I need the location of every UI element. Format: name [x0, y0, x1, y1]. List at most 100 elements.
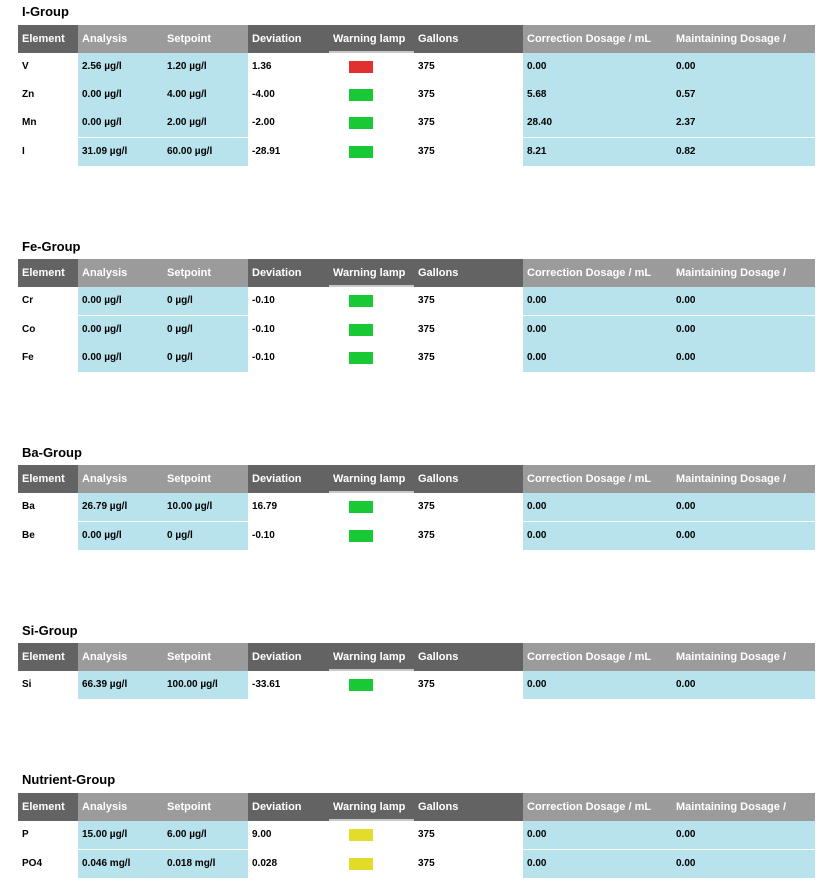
cell-maintaining-dosage: 0.00 [672, 821, 815, 849]
header-analysis: Analysis [78, 465, 163, 493]
cell-maintaining-dosage: 0.00 [672, 316, 815, 344]
header-element: Element [18, 25, 78, 53]
cell-maintaining-dosage: 0.00 [672, 53, 815, 81]
cell-setpoint: 1.20 µg/l [163, 53, 248, 81]
group-title: Si-Group [22, 623, 78, 638]
cell-element: Co [22, 324, 36, 335]
cell-gallons: 375 [418, 858, 435, 869]
cell-element: Zn [22, 89, 35, 100]
table-row: Fe 0.00 µg/l 0 µg/l -0.10 375 0.00 0.00 [18, 344, 815, 372]
cell-deviation: -0.10 [252, 324, 275, 335]
table-row: I 31.09 µg/l 60.00 µg/l -28.91 375 8.21 … [18, 138, 815, 166]
cell-correction-dosage: 0.00 [523, 316, 672, 344]
cell-warning-lamp [329, 287, 414, 315]
table-header: Element Analysis Setpoint Deviation Warn… [18, 25, 815, 53]
cell-element: PO4 [22, 858, 43, 869]
cell-setpoint: 4.00 µg/l [163, 81, 248, 109]
header-correction-dosage: Correction Dosage / mL [523, 465, 672, 493]
cell-maintaining-dosage: 0.00 [672, 287, 815, 315]
cell-setpoint: 0 µg/l [163, 522, 248, 550]
cell-deviation: 16.79 [252, 501, 278, 512]
cell-correction-dosage: 0.00 [523, 287, 672, 315]
header-deviation: Deviation [248, 793, 329, 821]
header-maintaining-dosage: Maintaining Dosage / [672, 259, 815, 287]
header-maintaining-dosage: Maintaining Dosage / [672, 25, 815, 53]
cell-maintaining-dosage: 0.00 [672, 850, 815, 878]
header-deviation: Deviation [248, 465, 329, 493]
group-title: Ba-Group [22, 445, 82, 460]
header-analysis: Analysis [78, 259, 163, 287]
header-deviation: Deviation [248, 25, 329, 53]
cell-setpoint: 60.00 µg/l [163, 138, 248, 166]
cell-warning-lamp [329, 671, 414, 699]
header-setpoint: Setpoint [163, 793, 248, 821]
cell-correction-dosage: 28.40 [523, 109, 672, 137]
cell-gallons: 375 [418, 295, 435, 306]
header-warning-lamp: Warning lamp [329, 643, 414, 671]
cell-setpoint: 2.00 µg/l [163, 109, 248, 137]
cell-element: Ba [22, 501, 35, 512]
cell-element: Mn [22, 117, 37, 128]
header-correction-dosage: Correction Dosage / mL [523, 259, 672, 287]
header-gallons: Gallons [414, 25, 523, 53]
cell-analysis: 31.09 µg/l [78, 138, 163, 166]
warning-lamp-indicator [349, 679, 373, 691]
cell-element: Si [22, 679, 32, 690]
cell-setpoint: 0 µg/l [163, 287, 248, 315]
cell-maintaining-dosage: 0.57 [672, 81, 815, 109]
header-element: Element [18, 793, 78, 821]
cell-analysis: 0.00 µg/l [78, 287, 163, 315]
cell-gallons: 375 [418, 117, 435, 128]
cell-maintaining-dosage: 0.00 [672, 671, 815, 699]
cell-warning-lamp [329, 522, 414, 550]
header-warning-lamp: Warning lamp [329, 793, 414, 821]
warning-lamp-indicator [349, 61, 373, 73]
cell-maintaining-dosage: 0.00 [672, 493, 815, 521]
warning-lamp-indicator [349, 324, 373, 336]
cell-warning-lamp [329, 53, 414, 81]
cell-gallons: 375 [418, 501, 435, 512]
cell-deviation: -0.10 [252, 352, 275, 363]
cell-correction-dosage: 0.00 [523, 821, 672, 849]
cell-gallons: 375 [418, 61, 435, 72]
cell-correction-dosage: 8.21 [523, 138, 672, 166]
header-deviation: Deviation [248, 259, 329, 287]
cell-correction-dosage: 0.00 [523, 850, 672, 878]
cell-analysis: 66.39 µg/l [78, 671, 163, 699]
table-header: Element Analysis Setpoint Deviation Warn… [18, 643, 815, 671]
warning-lamp-indicator [349, 530, 373, 542]
cell-analysis: 0.00 µg/l [78, 522, 163, 550]
cell-gallons: 375 [418, 530, 435, 541]
cell-gallons: 375 [418, 146, 435, 157]
warning-lamp-indicator [349, 146, 373, 158]
cell-correction-dosage: 0.00 [523, 493, 672, 521]
cell-warning-lamp [329, 821, 414, 849]
group-title: Fe-Group [22, 239, 81, 254]
cell-deviation: -2.00 [252, 117, 275, 128]
cell-setpoint: 0 µg/l [163, 344, 248, 372]
cell-setpoint: 6.00 µg/l [163, 821, 248, 849]
table-row: Mn 0.00 µg/l 2.00 µg/l -2.00 375 28.40 2… [18, 109, 815, 137]
cell-correction-dosage: 0.00 [523, 53, 672, 81]
header-element: Element [18, 259, 78, 287]
cell-warning-lamp [329, 344, 414, 372]
cell-element: P [22, 829, 29, 840]
cell-setpoint: 0 µg/l [163, 316, 248, 344]
header-maintaining-dosage: Maintaining Dosage / [672, 643, 815, 671]
header-warning-lamp: Warning lamp [329, 259, 414, 287]
header-gallons: Gallons [414, 643, 523, 671]
warning-lamp-indicator [349, 295, 373, 307]
cell-element: Fe [22, 352, 34, 363]
cell-deviation: 1.36 [252, 61, 272, 72]
cell-deviation: -28.91 [252, 146, 281, 157]
cell-element: V [22, 61, 29, 72]
header-warning-lamp: Warning lamp [329, 465, 414, 493]
header-setpoint: Setpoint [163, 465, 248, 493]
table-header: Element Analysis Setpoint Deviation Warn… [18, 793, 815, 821]
header-maintaining-dosage: Maintaining Dosage / [672, 465, 815, 493]
cell-element: I [22, 146, 25, 157]
cell-analysis: 0.00 µg/l [78, 344, 163, 372]
cell-warning-lamp [329, 109, 414, 137]
cell-correction-dosage: 0.00 [523, 522, 672, 550]
cell-deviation: 9.00 [252, 829, 272, 840]
